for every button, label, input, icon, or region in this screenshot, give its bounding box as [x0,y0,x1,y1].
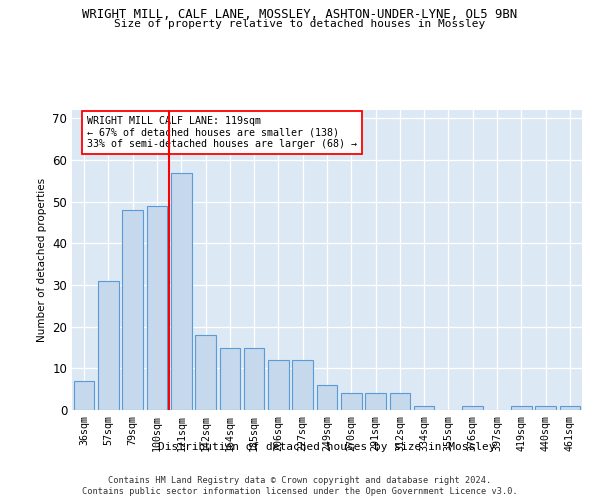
Bar [292,360,313,410]
Bar [317,385,337,410]
Bar [463,406,483,410]
Bar [244,348,265,410]
Text: WRIGHT MILL CALF LANE: 119sqm
← 67% of detached houses are smaller (138)
33% of : WRIGHT MILL CALF LANE: 119sqm ← 67% of d… [88,116,358,149]
Bar [171,172,191,410]
Bar [389,394,410,410]
Bar [341,394,362,410]
Bar [74,381,94,410]
Text: Contains public sector information licensed under the Open Government Licence v3: Contains public sector information licen… [82,488,518,496]
Bar [220,348,240,410]
Text: Contains HM Land Registry data © Crown copyright and database right 2024.: Contains HM Land Registry data © Crown c… [109,476,491,485]
Text: Size of property relative to detached houses in Mossley: Size of property relative to detached ho… [115,19,485,29]
Bar [535,406,556,410]
Bar [98,281,119,410]
Bar [122,210,143,410]
Text: WRIGHT MILL, CALF LANE, MOSSLEY, ASHTON-UNDER-LYNE, OL5 9BN: WRIGHT MILL, CALF LANE, MOSSLEY, ASHTON-… [82,8,518,20]
Bar [268,360,289,410]
Bar [146,206,167,410]
Bar [365,394,386,410]
Bar [560,406,580,410]
Y-axis label: Number of detached properties: Number of detached properties [37,178,47,342]
Bar [414,406,434,410]
Bar [195,335,216,410]
Text: Distribution of detached houses by size in Mossley: Distribution of detached houses by size … [158,442,496,452]
Bar [511,406,532,410]
